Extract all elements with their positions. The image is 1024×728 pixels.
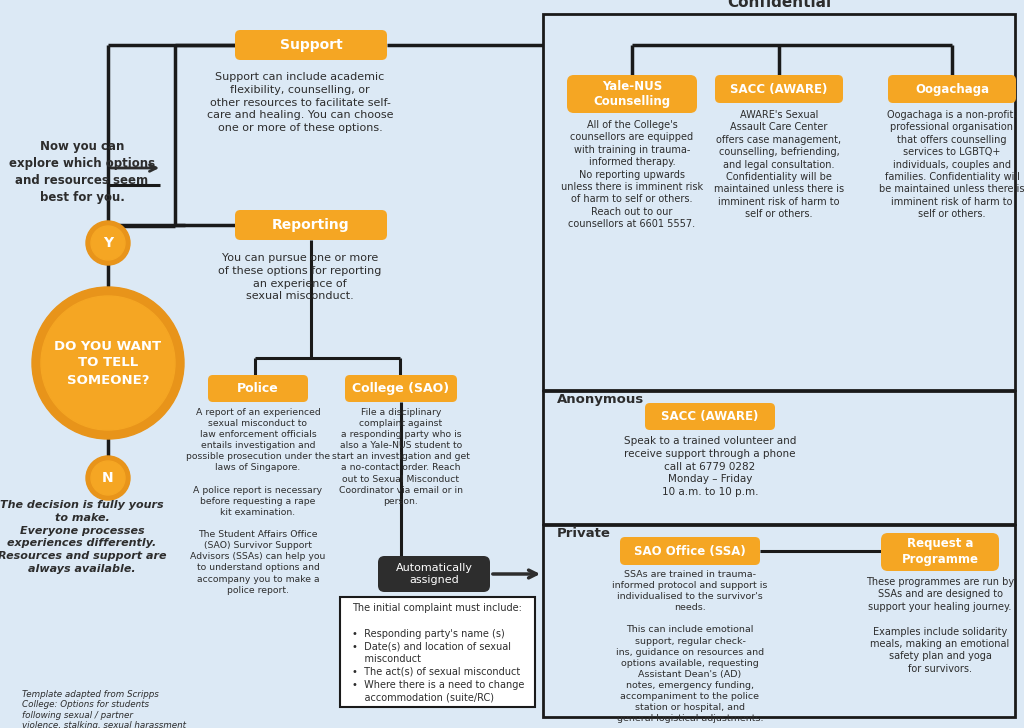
- Circle shape: [86, 456, 130, 500]
- FancyBboxPatch shape: [340, 597, 535, 707]
- Text: Police: Police: [238, 382, 279, 395]
- Text: Y: Y: [103, 236, 113, 250]
- Text: Template adapted from Scripps
College: Options for students
following sexual / p: Template adapted from Scripps College: O…: [22, 690, 186, 728]
- Text: Support can include academic
flexibility, counselling, or
other resources to fac: Support can include academic flexibility…: [207, 72, 393, 133]
- Text: SAO Office (SSA): SAO Office (SSA): [634, 545, 745, 558]
- Text: SACC (AWARE): SACC (AWARE): [730, 82, 827, 95]
- Text: Request a
Programme: Request a Programme: [901, 537, 979, 566]
- Text: Confidential: Confidential: [727, 0, 831, 10]
- Text: A report of an experienced
sexual misconduct to
law enforcement officials
entail: A report of an experienced sexual miscon…: [186, 408, 330, 595]
- FancyBboxPatch shape: [543, 525, 1015, 717]
- FancyBboxPatch shape: [543, 391, 1015, 524]
- FancyBboxPatch shape: [645, 403, 775, 430]
- Text: Support: Support: [280, 38, 342, 52]
- FancyBboxPatch shape: [620, 537, 760, 565]
- FancyBboxPatch shape: [234, 210, 387, 240]
- Text: You can pursue one or more
of these options for reporting
an experience of
sexua: You can pursue one or more of these opti…: [218, 253, 382, 301]
- Circle shape: [41, 296, 175, 430]
- Text: SSAs are trained in trauma-
informed protocol and support is
individualised to t: SSAs are trained in trauma- informed pro…: [612, 570, 768, 724]
- Text: Anonymous: Anonymous: [557, 393, 644, 406]
- FancyBboxPatch shape: [378, 556, 490, 592]
- FancyBboxPatch shape: [345, 375, 457, 402]
- Text: Yale-NUS
Counselling: Yale-NUS Counselling: [594, 79, 671, 108]
- Text: All of the College's
counsellors are equipped
with training in trauma-
informed : All of the College's counsellors are equ…: [561, 120, 703, 229]
- FancyBboxPatch shape: [715, 75, 843, 103]
- FancyBboxPatch shape: [567, 75, 697, 113]
- FancyBboxPatch shape: [543, 14, 1015, 390]
- Text: Reporting: Reporting: [272, 218, 350, 232]
- Circle shape: [32, 287, 184, 439]
- FancyBboxPatch shape: [234, 30, 387, 60]
- Text: Private: Private: [557, 527, 611, 540]
- FancyBboxPatch shape: [888, 75, 1016, 103]
- Text: College (SAO): College (SAO): [352, 382, 450, 395]
- Circle shape: [86, 221, 130, 265]
- Text: These programmes are run by
SSAs and are designed to
support your healing journe: These programmes are run by SSAs and are…: [866, 577, 1014, 674]
- FancyBboxPatch shape: [881, 533, 999, 571]
- Text: Now you can
explore which options
and resources seem
best for you.: Now you can explore which options and re…: [9, 140, 155, 204]
- Text: Oogachaga: Oogachaga: [914, 82, 989, 95]
- Circle shape: [91, 226, 125, 260]
- Text: AWARE's Sexual
Assault Care Center
offers case management,
counselling, befriend: AWARE's Sexual Assault Care Center offer…: [714, 110, 844, 219]
- Circle shape: [91, 461, 125, 495]
- Text: The decision is fully yours
to make.
Everyone processes
experiences differently.: The decision is fully yours to make. Eve…: [0, 500, 166, 574]
- Text: Automatically
assigned: Automatically assigned: [395, 563, 472, 585]
- FancyBboxPatch shape: [208, 375, 308, 402]
- Text: N: N: [102, 471, 114, 485]
- Text: SACC (AWARE): SACC (AWARE): [662, 410, 759, 423]
- Text: Oogachaga is a non-profit,
professional organisation
that offers counselling
ser: Oogachaga is a non-profit, professional …: [880, 110, 1024, 219]
- Text: The initial complaint must include:

•  Responding party's name (s)
•  Date(s) a: The initial complaint must include: • Re…: [352, 603, 524, 703]
- Text: DO YOU WANT
TO TELL
SOMEONE?: DO YOU WANT TO TELL SOMEONE?: [54, 339, 162, 387]
- Text: Speak to a trained volunteer and
receive support through a phone
call at 6779 02: Speak to a trained volunteer and receive…: [624, 436, 797, 497]
- Text: File a disciplinary
complaint against
a responding party who is
also a Yale-NUS : File a disciplinary complaint against a …: [332, 408, 470, 506]
